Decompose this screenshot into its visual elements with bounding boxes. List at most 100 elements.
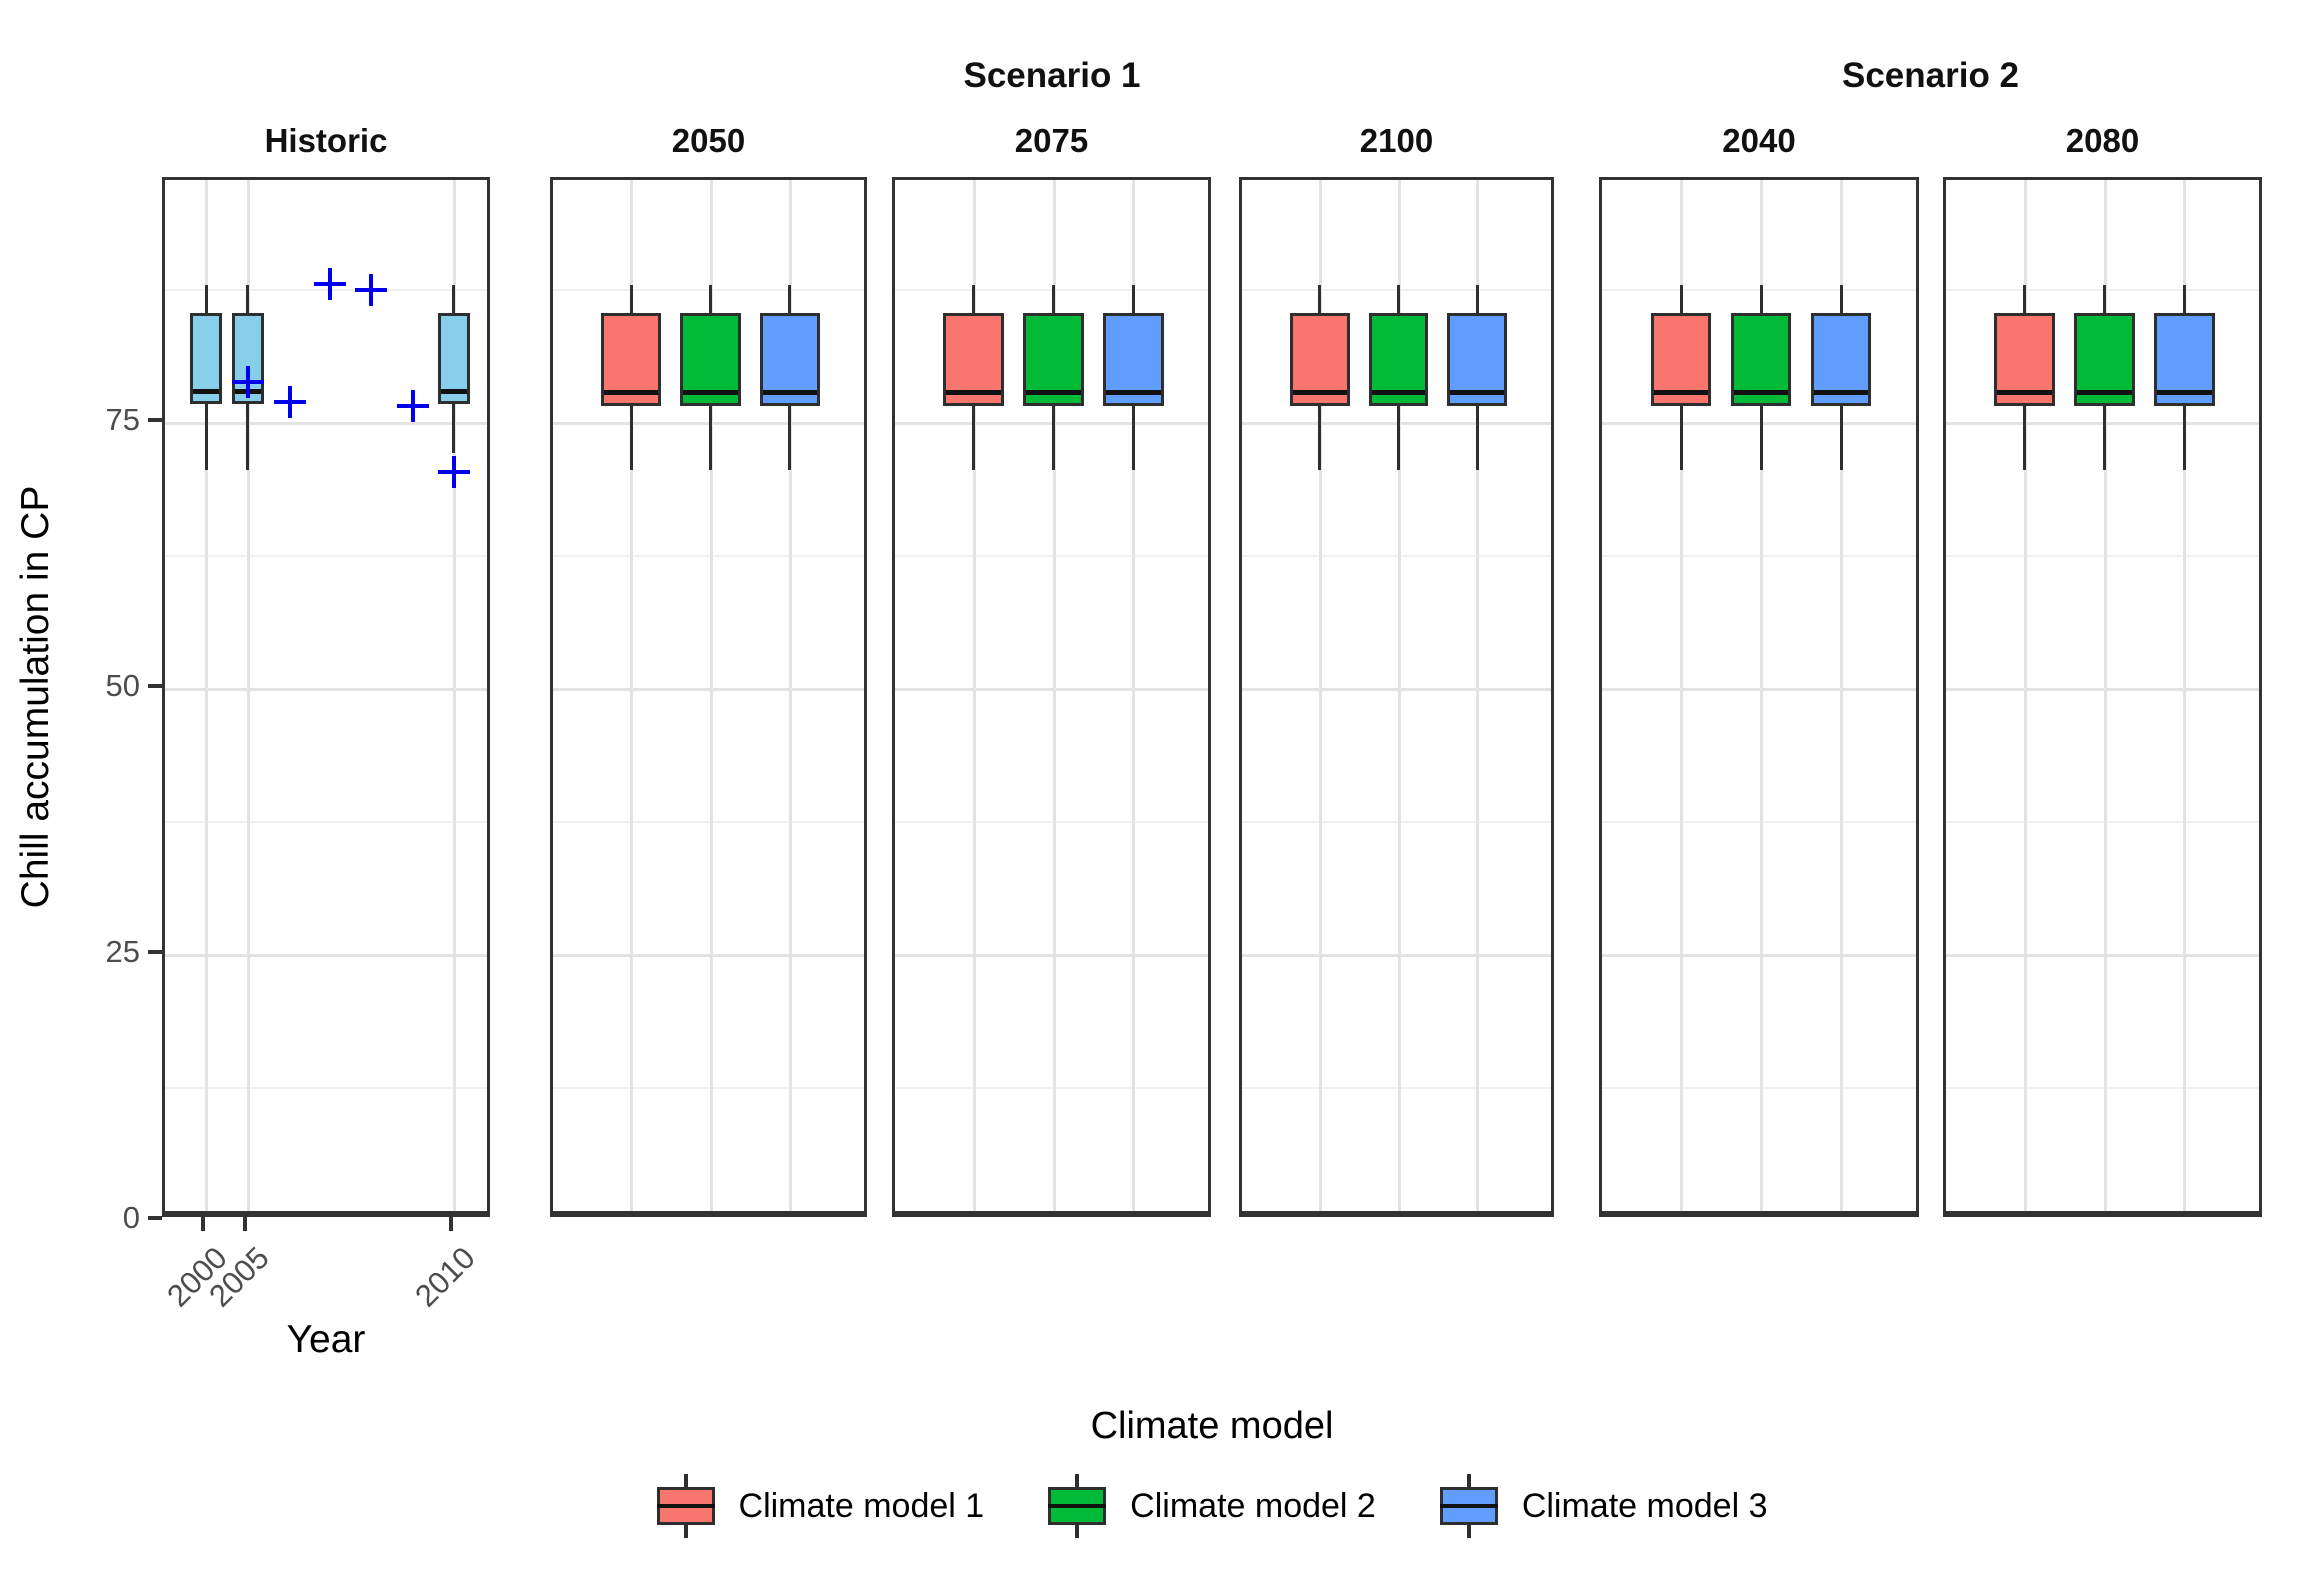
minor-gridline bbox=[895, 289, 1208, 291]
legend-item-climate-model-1: Climate model 1 bbox=[656, 1474, 985, 1538]
minor-gridline bbox=[1946, 821, 2259, 823]
boxplot-median bbox=[1653, 389, 1709, 395]
facet-column-label: 2040 bbox=[1722, 122, 1796, 159]
major-gridline bbox=[1946, 954, 2259, 957]
boxplot-median bbox=[1292, 389, 1347, 395]
boxplot-median bbox=[1371, 389, 1426, 395]
vertical-gridline bbox=[1318, 180, 1322, 1211]
facet-column-label: 2050 bbox=[671, 122, 746, 159]
major-gridline bbox=[1242, 954, 1551, 957]
legend-item-label: Climate model 2 bbox=[1130, 1486, 1376, 1525]
major-gridline bbox=[165, 954, 487, 957]
minor-gridline bbox=[553, 555, 864, 557]
minor-gridline bbox=[165, 821, 487, 823]
minor-gridline bbox=[1602, 289, 1916, 291]
facet-column-label: 2100 bbox=[1359, 122, 1434, 159]
x-tick-label: 2010 bbox=[408, 1240, 482, 1314]
panel-s1-2050 bbox=[550, 177, 867, 1217]
y-tick-mark bbox=[148, 950, 162, 954]
boxplot-median bbox=[1733, 389, 1789, 395]
vertical-gridline bbox=[2103, 180, 2107, 1211]
boxplot-median bbox=[683, 389, 738, 395]
minor-gridline bbox=[553, 1087, 864, 1089]
minor-gridline bbox=[1242, 1087, 1551, 1089]
vertical-gridline bbox=[630, 180, 634, 1211]
legend-key-median bbox=[1048, 1504, 1107, 1508]
minor-gridline bbox=[895, 555, 1208, 557]
legend-key-boxplot-icon bbox=[1048, 1474, 1107, 1538]
vertical-gridline bbox=[2023, 180, 2027, 1211]
legend-item-label: Climate model 1 bbox=[738, 1486, 985, 1525]
major-gridline bbox=[553, 688, 864, 691]
y-tick-mark bbox=[148, 684, 162, 688]
major-gridline bbox=[553, 954, 864, 957]
facet-group-label: Scenario 1 bbox=[963, 56, 1141, 95]
minor-gridline bbox=[553, 821, 864, 823]
legend-item-climate-model-3: Climate model 3 bbox=[1439, 1474, 1768, 1538]
minor-gridline bbox=[1242, 821, 1551, 823]
boxplot-median bbox=[441, 388, 467, 394]
legend-title: Climate model bbox=[1090, 1405, 1334, 1447]
observed-point-2007 bbox=[327, 267, 332, 300]
minor-gridline bbox=[1602, 821, 1916, 823]
vertical-gridline bbox=[246, 180, 250, 1211]
boxplot-median bbox=[1105, 389, 1161, 395]
minor-gridline bbox=[1946, 1087, 2259, 1089]
major-gridline bbox=[895, 954, 1208, 957]
minor-gridline bbox=[1946, 555, 2259, 557]
panel-s2-2040 bbox=[1599, 177, 1919, 1217]
major-gridline bbox=[895, 422, 1208, 425]
y-tick-label: 25 bbox=[105, 934, 140, 969]
vertical-gridline bbox=[1840, 180, 1844, 1211]
y-tick-label: 75 bbox=[105, 402, 140, 437]
panel-s1-2100 bbox=[1239, 177, 1554, 1217]
legend-key-boxplot-icon bbox=[1439, 1474, 1498, 1538]
vertical-gridline bbox=[1132, 180, 1136, 1211]
vertical-gridline bbox=[452, 180, 456, 1211]
boxplot-median bbox=[1450, 389, 1505, 395]
boxplot-median bbox=[1813, 389, 1869, 395]
major-gridline bbox=[1242, 688, 1551, 691]
facet-column-label: 2075 bbox=[1014, 122, 1089, 159]
vertical-gridline bbox=[1052, 180, 1056, 1211]
vertical-gridline bbox=[2183, 180, 2187, 1211]
vertical-gridline bbox=[709, 180, 713, 1211]
boxplot-median bbox=[2077, 389, 2132, 395]
major-gridline bbox=[895, 688, 1208, 691]
minor-gridline bbox=[165, 1087, 487, 1089]
panel-historic bbox=[162, 177, 490, 1217]
facet-column-label: Historic bbox=[264, 122, 388, 159]
major-gridline bbox=[1602, 688, 1916, 691]
vertical-gridline bbox=[972, 180, 976, 1211]
major-gridline bbox=[165, 688, 487, 691]
legend-key-median bbox=[656, 1504, 715, 1508]
major-gridline bbox=[1946, 422, 2259, 425]
legend-key-boxplot-icon bbox=[656, 1474, 715, 1538]
vertical-gridline bbox=[205, 180, 208, 1211]
legend-item-label: Climate model 3 bbox=[1521, 1486, 1768, 1525]
major-gridline bbox=[1602, 422, 1916, 425]
x-axis-title: Year bbox=[286, 1318, 366, 1361]
minor-gridline bbox=[895, 1087, 1208, 1089]
boxplot-median bbox=[193, 388, 219, 394]
major-gridline bbox=[1242, 422, 1551, 425]
x-tick-mark bbox=[201, 1217, 205, 1231]
y-tick-label: 0 bbox=[122, 1200, 140, 1235]
minor-gridline bbox=[1946, 289, 2259, 291]
observed-point-2008 bbox=[368, 274, 373, 306]
x-tick-mark bbox=[242, 1217, 247, 1231]
boxplot-median bbox=[1997, 389, 2053, 395]
major-gridline bbox=[1946, 688, 2259, 691]
vertical-gridline bbox=[1760, 180, 1764, 1211]
major-gridline bbox=[553, 422, 864, 425]
minor-gridline bbox=[1242, 555, 1551, 557]
minor-gridline bbox=[1602, 555, 1916, 557]
observed-point-2010 bbox=[451, 455, 456, 488]
major-gridline bbox=[165, 422, 487, 425]
observed-point-2009 bbox=[410, 389, 415, 422]
observed-point-2005 bbox=[245, 365, 250, 398]
facet-group-label: Scenario 2 bbox=[1841, 56, 2020, 95]
vertical-gridline bbox=[1476, 180, 1480, 1211]
boxplot-median bbox=[604, 389, 659, 395]
